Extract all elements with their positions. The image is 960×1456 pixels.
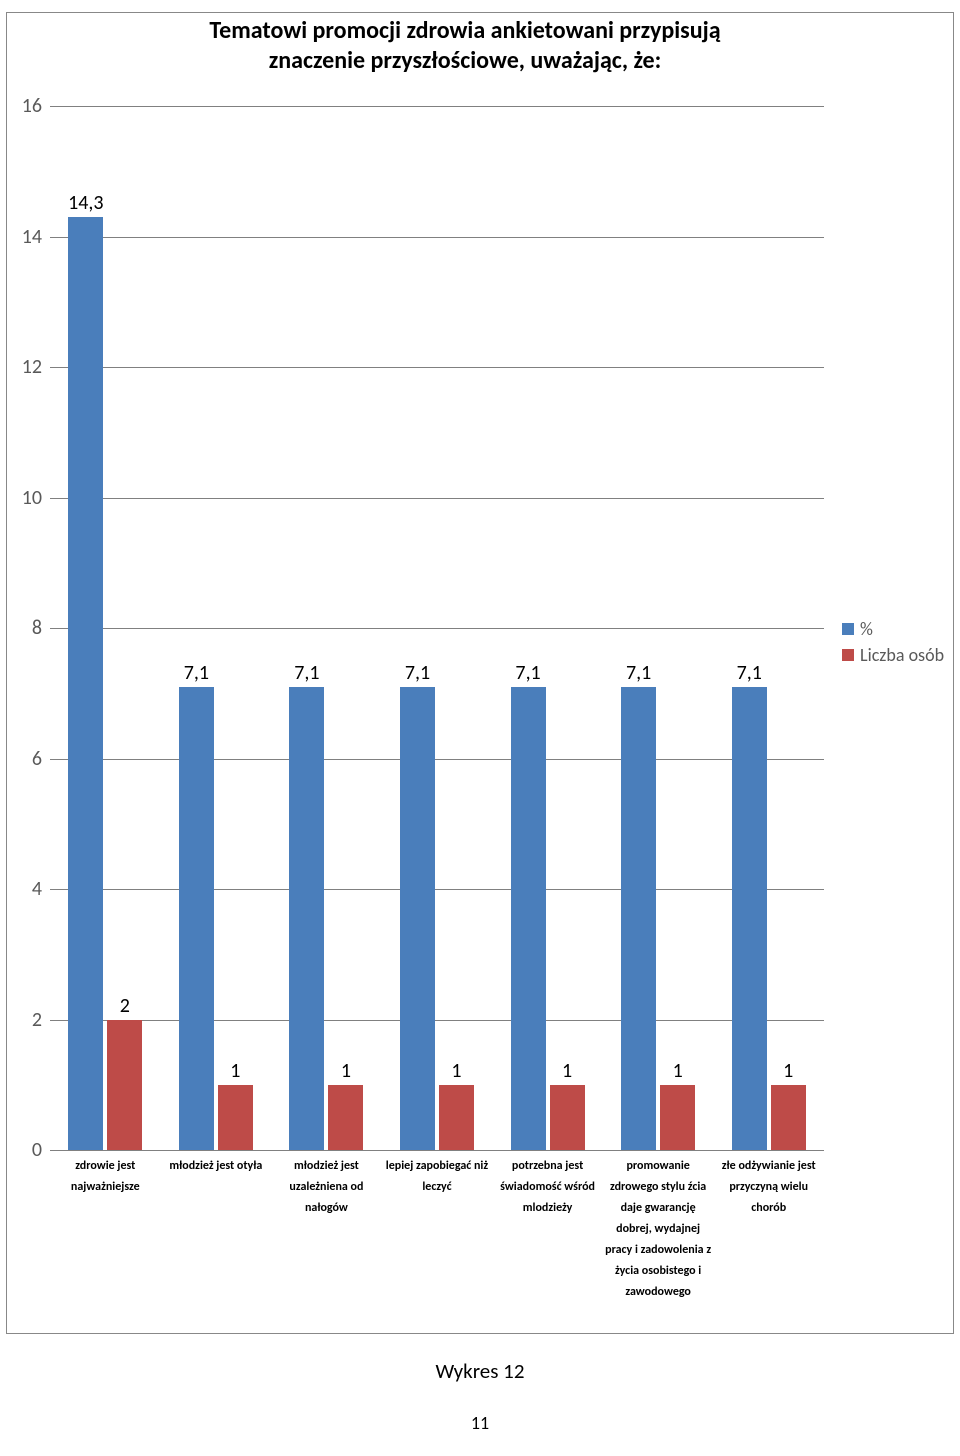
- gridline: [50, 106, 824, 107]
- bar-label-count: 1: [562, 1059, 572, 1083]
- legend: % Liczba osób: [842, 618, 944, 670]
- bar-count: [218, 1085, 253, 1150]
- bar-label-count: 1: [673, 1059, 683, 1083]
- bar-label-count: 1: [230, 1059, 240, 1083]
- bar-label-count: 1: [341, 1059, 351, 1083]
- y-tick-label: 16: [22, 94, 50, 118]
- bar-label-count: 1: [783, 1059, 793, 1083]
- y-tick-label: 6: [32, 747, 50, 771]
- y-tick-label: 10: [22, 486, 50, 510]
- legend-text: %: [860, 618, 873, 640]
- bar-label-percent: 7,1: [737, 661, 762, 685]
- bar-label-percent: 7,1: [184, 661, 209, 685]
- bar-label-percent: 14,3: [68, 191, 103, 215]
- bar-percent: [289, 687, 324, 1150]
- category-label: młodzież jest uzależniena od nałogów: [271, 1150, 382, 1219]
- bar-percent: [732, 687, 767, 1150]
- gridline: [50, 628, 824, 629]
- bar-count: [439, 1085, 474, 1150]
- plot-area: 024681012141614,32zdrowie jest najważnie…: [50, 106, 824, 1150]
- bar-percent: [621, 687, 656, 1150]
- category-label: zdrowie jest najważniejsze: [50, 1150, 161, 1198]
- gridline: [50, 367, 824, 368]
- y-tick-label: 2: [32, 1008, 50, 1032]
- bar-percent: [68, 217, 103, 1150]
- y-tick-label: 4: [32, 877, 50, 901]
- chart-title-line2: znaczenie przyszłościowe, uważając, że:: [269, 46, 662, 75]
- gridline: [50, 237, 824, 238]
- bar-percent: [511, 687, 546, 1150]
- gridline: [50, 1020, 824, 1021]
- legend-text: Liczba osób: [860, 644, 944, 666]
- page-number: 11: [0, 1412, 960, 1434]
- chart-caption: Wykres 12: [0, 1358, 960, 1384]
- category-label: młodzież jest otyła: [161, 1150, 272, 1177]
- bar-label-count: 2: [120, 994, 130, 1018]
- legend-swatch: [842, 623, 854, 635]
- chart-title: Tematowi promocji zdrowia ankietowani pr…: [150, 16, 780, 76]
- y-tick-label: 14: [22, 225, 50, 249]
- gridline: [50, 498, 824, 499]
- bar-label-percent: 7,1: [626, 661, 651, 685]
- y-tick-label: 0: [32, 1138, 50, 1162]
- bar-count: [328, 1085, 363, 1150]
- y-tick-label: 12: [22, 355, 50, 379]
- bar-percent: [400, 687, 435, 1150]
- bar-count: [771, 1085, 806, 1150]
- bar-percent: [179, 687, 214, 1150]
- bar-label-percent: 7,1: [405, 661, 430, 685]
- legend-item: %: [842, 618, 944, 640]
- bar-count: [660, 1085, 695, 1150]
- category-label: promowanie zdrowego stylu źcia daje gwar…: [603, 1150, 714, 1303]
- bar-label-count: 1: [451, 1059, 461, 1083]
- gridline: [50, 889, 824, 890]
- legend-item: Liczba osób: [842, 644, 944, 666]
- legend-swatch: [842, 649, 854, 661]
- bar-count: [550, 1085, 585, 1150]
- category-label: złe odżywianie jest przyczyną wielu chor…: [713, 1150, 824, 1219]
- page-root: Tematowi promocji zdrowia ankietowani pr…: [0, 0, 960, 1456]
- chart-title-line1: Tematowi promocji zdrowia ankietowani pr…: [209, 16, 720, 45]
- y-tick-label: 8: [32, 616, 50, 640]
- gridline: [50, 759, 824, 760]
- bar-count: [107, 1020, 142, 1151]
- bar-label-percent: 7,1: [294, 661, 319, 685]
- category-label: potrzebna jest świadomość wśród mlodzież…: [492, 1150, 603, 1219]
- bar-label-percent: 7,1: [515, 661, 540, 685]
- category-label: lepiej zapobiegać niż leczyć: [382, 1150, 493, 1198]
